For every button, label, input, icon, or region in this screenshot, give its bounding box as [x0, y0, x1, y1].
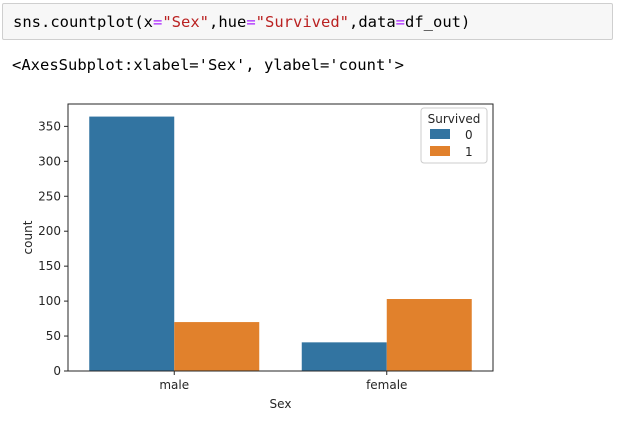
axes-frame	[67, 103, 494, 372]
y-tick-label: 300	[38, 154, 61, 168]
bar-female-0	[301, 342, 387, 371]
y-tick-label: 200	[38, 224, 61, 238]
y-tick-label: 350	[38, 119, 61, 133]
code-token-plain: df_out)	[405, 13, 471, 31]
x-tick-label: male	[159, 378, 189, 392]
code-input-cell[interactable]: sns.countplot(x="Sex",hue="Survived",dat…	[2, 3, 613, 40]
code-token-str: "Survived"	[255, 13, 349, 31]
y-axis-title: count	[21, 220, 35, 254]
y-tick-label: 100	[38, 294, 61, 308]
y-tick-label: 250	[38, 189, 61, 203]
legend-label-0: 0	[465, 128, 473, 142]
output-repr-text: <AxesSubplot:xlabel='Sex', ylabel='count…	[12, 56, 404, 74]
code-text[interactable]: sns.countplot(x="Sex",hue="Survived",dat…	[13, 12, 470, 32]
code-token-op: =	[246, 13, 256, 31]
code-token-plain: sns.countplot(x	[13, 13, 153, 31]
code-token-op: =	[152, 13, 163, 31]
code-token-plain: ,hue	[209, 13, 247, 31]
x-axis-title: Sex	[270, 397, 292, 411]
legend-label-1: 1	[465, 145, 473, 159]
code-token-str: "Sex"	[162, 13, 209, 31]
y-tick-label: 150	[38, 259, 61, 273]
code-token-plain: ,data	[349, 13, 396, 31]
bar-male-0	[89, 116, 175, 372]
legend-swatch-0	[430, 129, 450, 139]
y-tick-label: 50	[46, 329, 61, 343]
y-tick-label: 0	[53, 364, 61, 378]
legend-title: Survived	[428, 112, 481, 126]
bar-male-1	[174, 322, 260, 371]
code-token-op: =	[395, 13, 406, 31]
bar-female-1	[386, 299, 472, 371]
legend-swatch-1	[430, 146, 450, 156]
x-tick-label: female	[366, 378, 407, 392]
